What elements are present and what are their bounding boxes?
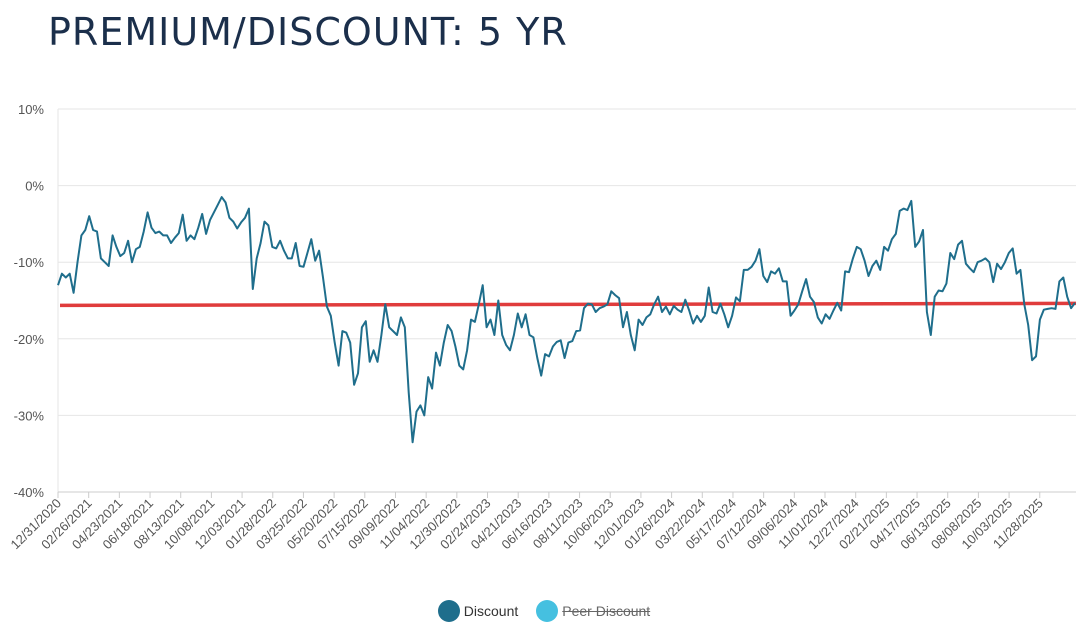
peer-discount-circle-icon (536, 600, 559, 622)
legend: Discount Peer Discount (0, 598, 1088, 624)
y-tick-label: -40% (14, 485, 45, 500)
legend-label: Discount (463, 603, 519, 619)
series-group[interactable] (57, 196, 1076, 444)
discount-series-line[interactable] (57, 196, 1076, 444)
y-tick-label: -30% (14, 408, 45, 423)
average-reference-line (59, 301, 1077, 308)
x-axis-ticks: 12/31/202002/26/202104/23/202106/18/2021… (7, 492, 1046, 552)
y-tick-label: 10% (18, 102, 44, 117)
page-title: PREMIUM/DISCOUNT: 5 YR (48, 10, 568, 54)
y-tick-label: -20% (14, 332, 45, 347)
y-axis-ticks: 10% 0% -10% -20% -30% -40% (14, 102, 45, 500)
y-tick-label: -10% (14, 255, 45, 270)
discount-circle-icon (437, 600, 460, 622)
line-chart: 10% 0% -10% -20% -30% -40% 12/31/202002/26/20… (7, 102, 1077, 552)
y-tick-label: 0% (25, 179, 44, 194)
legend-item-peer-discount[interactable]: Peer Discount (536, 600, 650, 622)
gridlines (57, 108, 1076, 493)
legend-label: Peer Discount (562, 603, 651, 619)
reference-line-group (59, 301, 1077, 308)
legend-item-discount[interactable]: Discount (437, 600, 519, 622)
